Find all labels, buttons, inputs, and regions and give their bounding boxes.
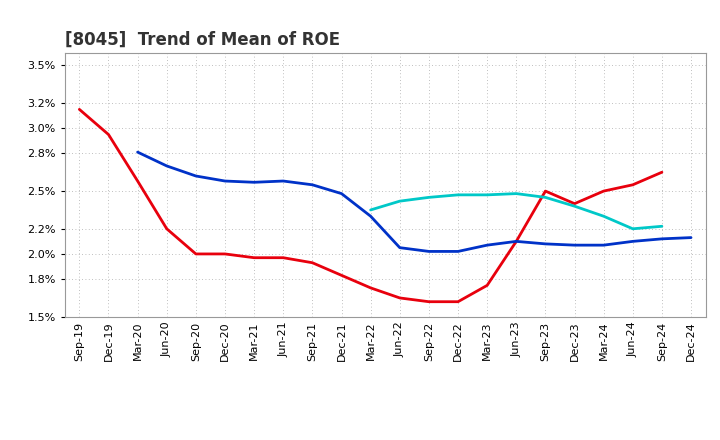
5 Years (250, 180, 258, 185)
5 Years (192, 173, 200, 179)
5 Years (541, 241, 550, 246)
5 Years (366, 213, 375, 219)
Line: 3 Years: 3 Years (79, 110, 662, 302)
5 Years (425, 249, 433, 254)
3 Years (75, 107, 84, 112)
5 Years (133, 150, 142, 155)
Line: 5 Years: 5 Years (138, 152, 691, 251)
7 Years (657, 224, 666, 229)
7 Years (570, 204, 579, 209)
3 Years (629, 182, 637, 187)
5 Years (657, 236, 666, 242)
3 Years (599, 188, 608, 194)
3 Years (483, 283, 492, 288)
3 Years (366, 285, 375, 290)
7 Years (395, 198, 404, 204)
5 Years (570, 242, 579, 248)
7 Years (366, 207, 375, 213)
3 Years (395, 295, 404, 301)
7 Years (512, 191, 521, 196)
3 Years (133, 178, 142, 183)
5 Years (279, 178, 287, 183)
5 Years (629, 239, 637, 244)
5 Years (163, 163, 171, 169)
7 Years (629, 226, 637, 231)
3 Years (104, 132, 113, 137)
5 Years (483, 242, 492, 248)
Line: 7 Years: 7 Years (371, 194, 662, 229)
7 Years (541, 195, 550, 200)
7 Years (599, 213, 608, 219)
3 Years (163, 226, 171, 231)
5 Years (454, 249, 462, 254)
3 Years (279, 255, 287, 260)
5 Years (599, 242, 608, 248)
5 Years (395, 245, 404, 250)
5 Years (512, 239, 521, 244)
7 Years (454, 192, 462, 198)
3 Years (192, 251, 200, 257)
3 Years (425, 299, 433, 304)
3 Years (570, 201, 579, 206)
3 Years (541, 188, 550, 194)
7 Years (483, 192, 492, 198)
5 Years (687, 235, 696, 240)
3 Years (250, 255, 258, 260)
7 Years (425, 195, 433, 200)
3 Years (337, 273, 346, 278)
5 Years (308, 182, 317, 187)
Text: [8045]  Trend of Mean of ROE: [8045] Trend of Mean of ROE (65, 30, 340, 48)
3 Years (308, 260, 317, 265)
5 Years (220, 178, 229, 183)
5 Years (337, 191, 346, 196)
3 Years (512, 239, 521, 244)
3 Years (220, 251, 229, 257)
3 Years (454, 299, 462, 304)
3 Years (657, 169, 666, 175)
